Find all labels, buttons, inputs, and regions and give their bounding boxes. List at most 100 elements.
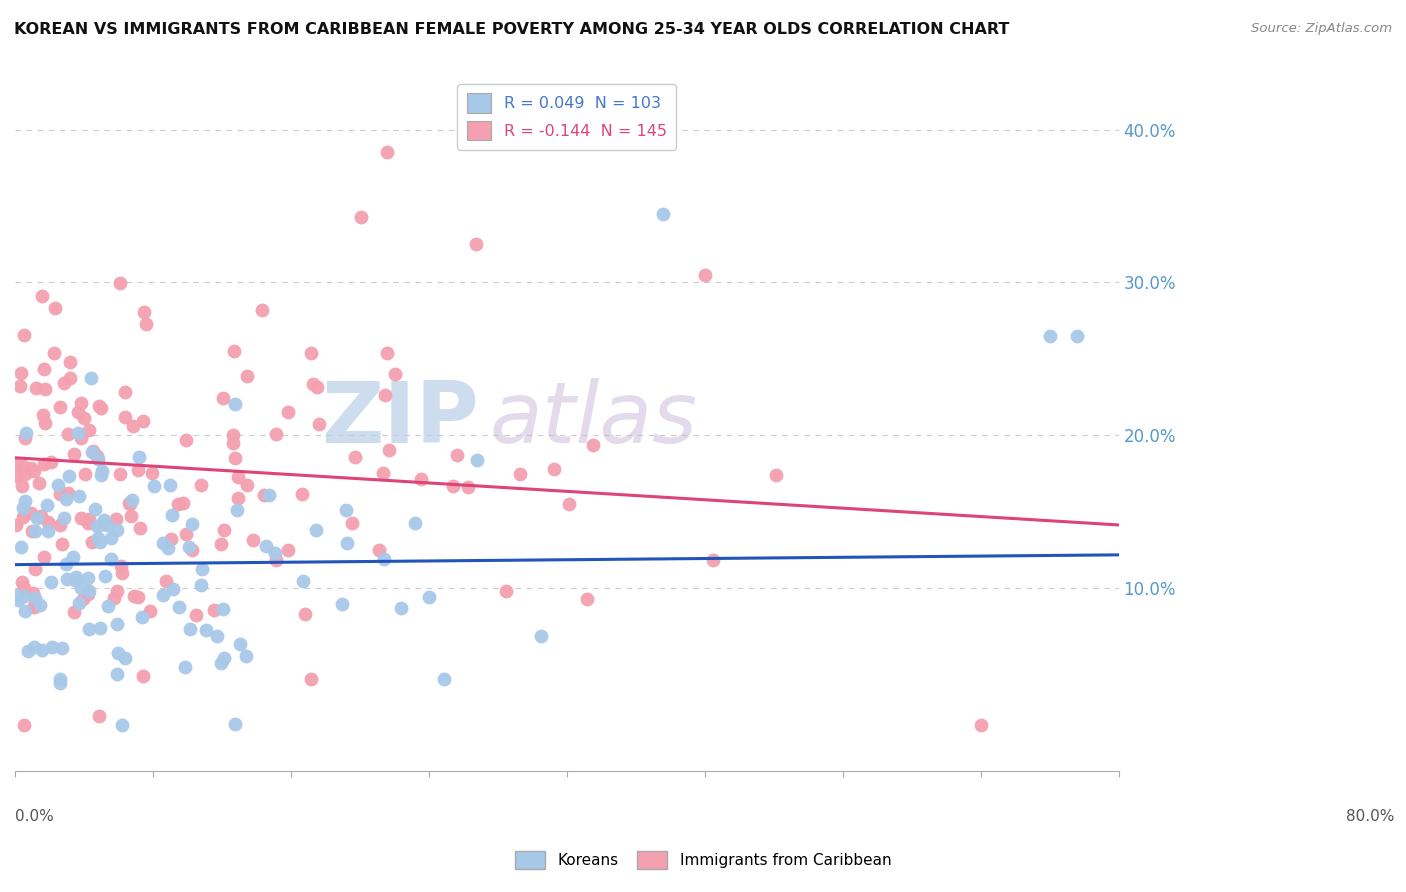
Point (108, 276, 131, 290)
Point (103, 591, 125, 606)
Point (294, 607, 316, 622)
Point (111, 566, 134, 581)
Point (87, 451, 110, 466)
Point (6, 469, 28, 483)
Point (340, 516, 363, 530)
Point (11, 458, 34, 473)
Point (184, 607, 207, 622)
Point (34, 382, 56, 396)
Point (224, 343, 246, 358)
Point (93, 513, 115, 527)
Point (159, 532, 181, 546)
Point (127, 463, 149, 477)
Point (80, 534, 103, 549)
Point (166, 497, 188, 511)
Point (77, 587, 100, 601)
Point (100, 552, 122, 566)
Point (77, 516, 100, 530)
Point (62, 605, 84, 619)
Point (37, 515, 59, 529)
Point (495, 583, 517, 598)
Point (80, 370, 103, 384)
Point (86, 449, 108, 463)
Point (1039, 328, 1062, 343)
Point (174, 527, 197, 541)
Point (70, 581, 93, 595)
Point (446, 448, 468, 462)
Point (181, 542, 204, 557)
Point (212, 651, 235, 665)
Point (67, 596, 90, 610)
Text: atlas: atlas (489, 378, 697, 461)
Point (87, 531, 110, 545)
Point (20, 460, 42, 475)
Point (190, 478, 212, 492)
Point (128, 450, 150, 465)
Point (205, 629, 228, 643)
Point (211, 392, 233, 406)
Point (457, 480, 479, 494)
Point (28, 476, 51, 491)
Point (24, 524, 46, 539)
Point (13, 590, 35, 604)
Point (301, 376, 323, 391)
Point (77, 622, 100, 636)
Point (55, 491, 77, 506)
Point (67, 489, 90, 503)
Point (156, 541, 179, 556)
Text: ZIP: ZIP (321, 378, 478, 461)
Point (58, 468, 80, 483)
Point (69, 431, 91, 445)
Point (41, 640, 63, 655)
Point (77, 511, 100, 525)
Point (152, 536, 174, 550)
Point (77, 584, 100, 599)
Point (121, 493, 143, 508)
Point (89, 621, 111, 635)
Point (350, 210, 373, 224)
Point (59, 370, 82, 384)
Point (32, 549, 55, 564)
Point (277, 543, 299, 558)
Point (69, 510, 91, 524)
Point (224, 451, 246, 466)
Point (242, 533, 264, 547)
Point (575, 591, 598, 606)
Point (264, 553, 287, 567)
Point (39, 454, 62, 468)
Point (558, 497, 581, 511)
Point (100, 531, 122, 545)
Point (62, 447, 84, 461)
Point (111, 718, 134, 732)
Point (114, 385, 136, 400)
Point (8, 379, 31, 393)
Point (114, 409, 136, 424)
Point (224, 397, 246, 411)
Point (48, 487, 70, 501)
Point (142, 478, 165, 492)
Point (418, 591, 440, 605)
Point (172, 495, 194, 509)
Point (24, 591, 46, 605)
Point (31, 289, 53, 303)
Point (134, 305, 156, 319)
Point (13, 718, 35, 732)
Point (110, 559, 132, 574)
Point (56, 572, 79, 586)
Point (179, 622, 201, 636)
Point (404, 516, 426, 530)
Point (389, 601, 412, 615)
Point (97, 599, 120, 613)
Point (28, 598, 51, 612)
Point (1066, 328, 1088, 343)
Point (582, 438, 605, 452)
Point (209, 537, 232, 551)
Point (224, 716, 246, 731)
Point (91, 517, 114, 532)
Point (13, 328, 35, 343)
Point (509, 467, 531, 481)
Point (305, 523, 328, 537)
Point (93, 569, 115, 583)
Point (25, 511, 48, 525)
Point (464, 237, 486, 252)
